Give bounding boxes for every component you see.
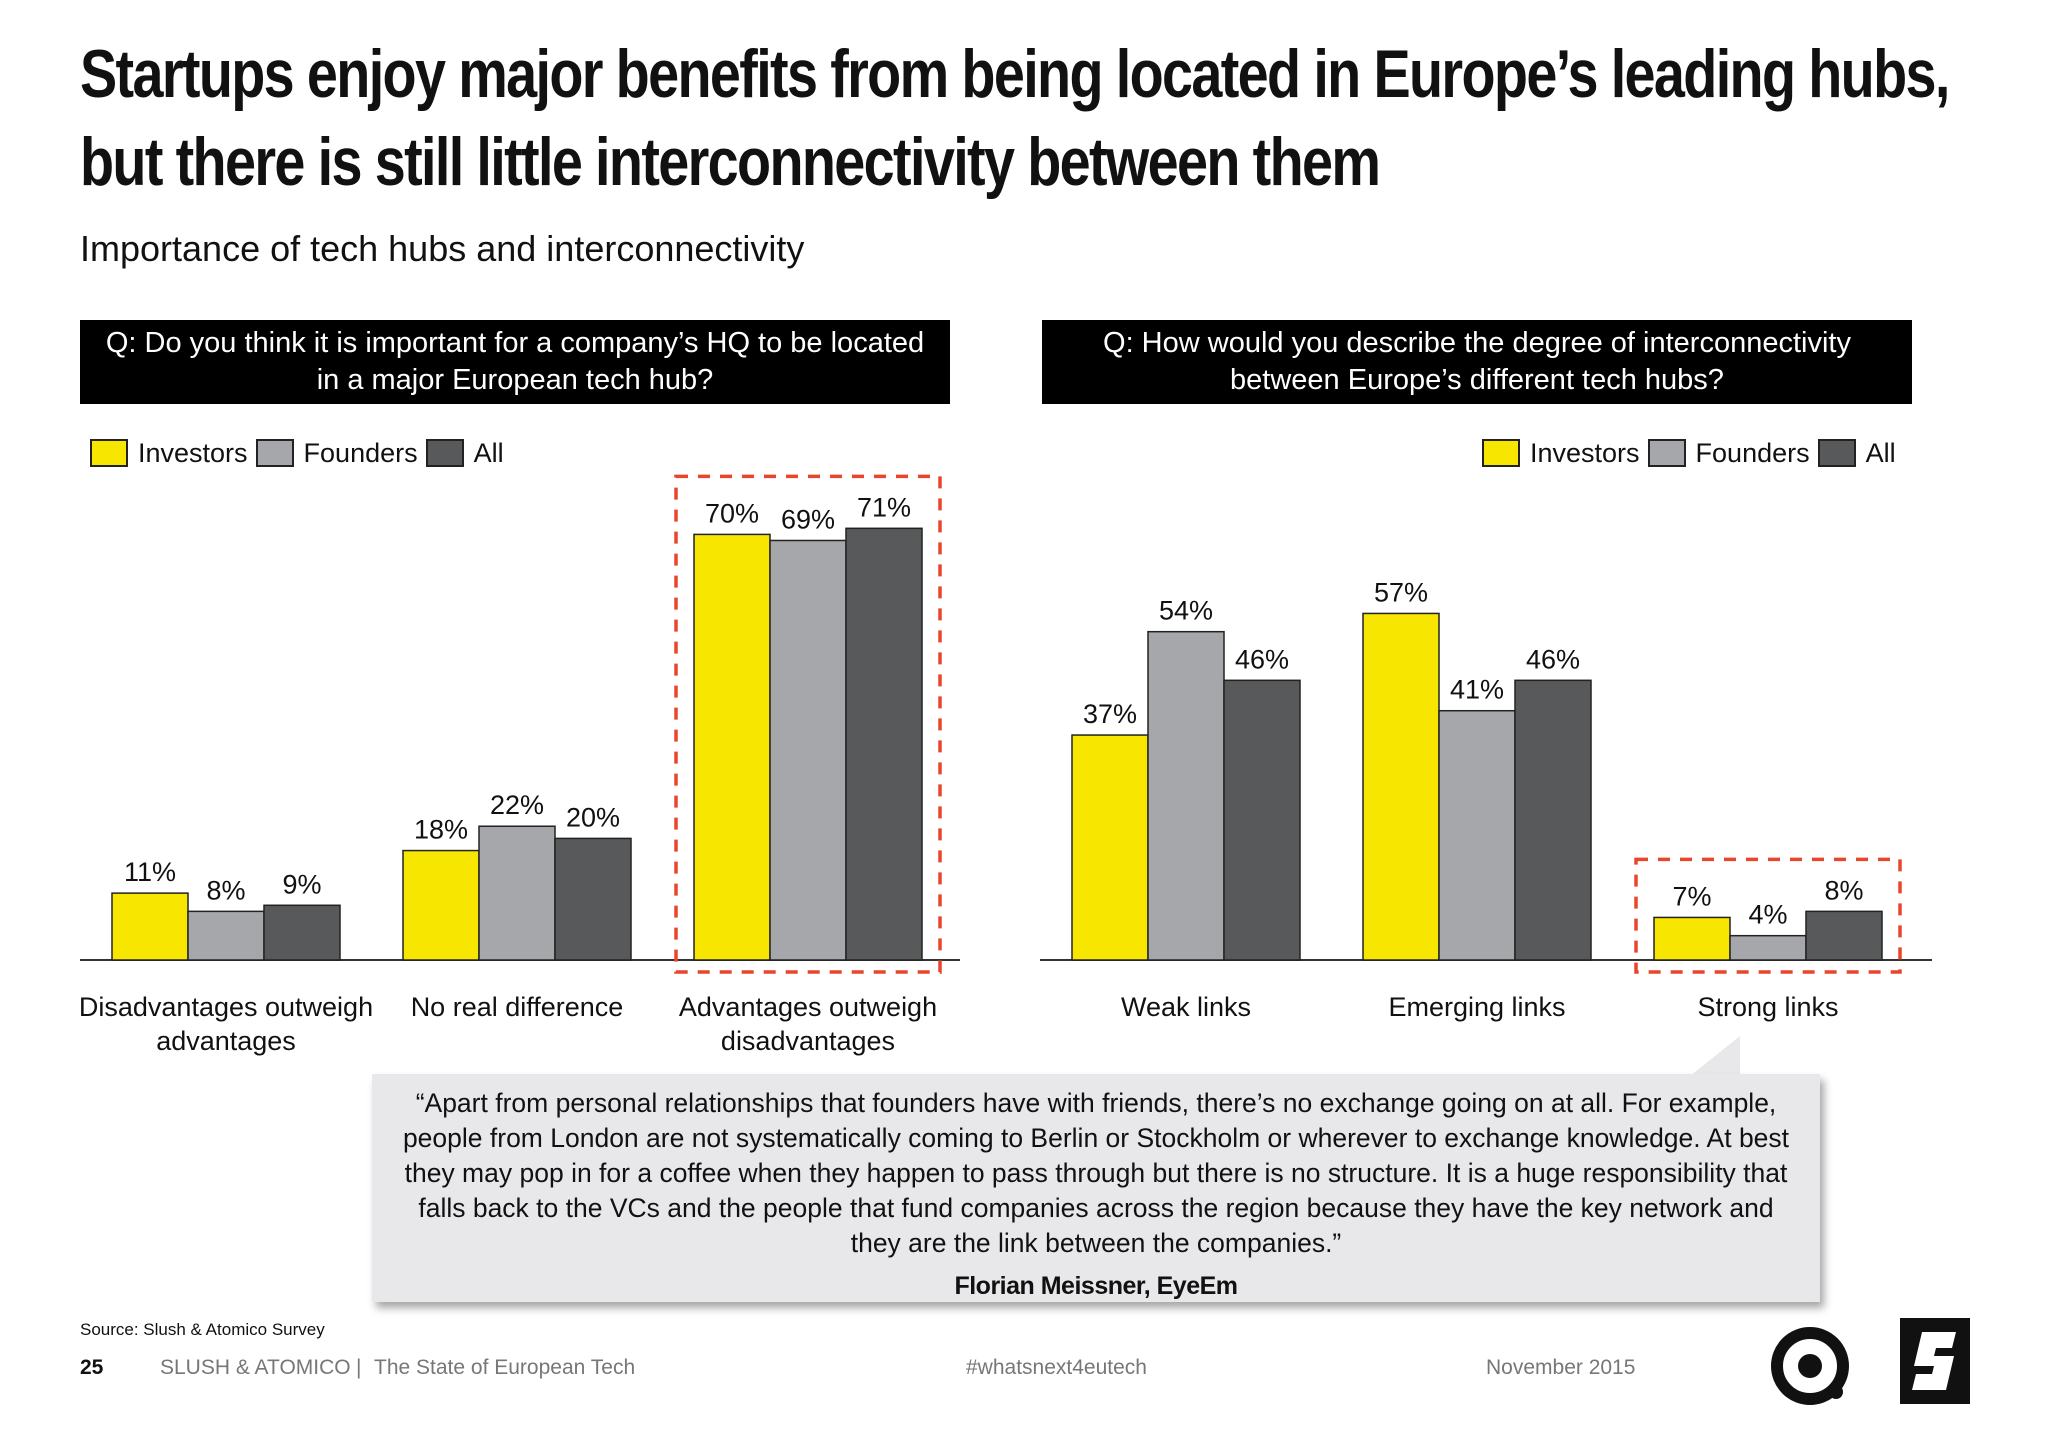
category-label: Disadvantages outweigh — [79, 992, 373, 1022]
data-label: 8% — [1824, 875, 1863, 905]
bar-investors-3 — [1653, 916, 1731, 961]
legend-label-all: All — [1865, 437, 1896, 468]
data-label: 57% — [1374, 577, 1428, 607]
legend-swatch-investors — [90, 439, 128, 467]
data-label: 9% — [282, 869, 321, 899]
legend-item-investors: Investors — [90, 438, 248, 469]
bar-investors-1 — [111, 892, 189, 961]
bar-investors-2 — [402, 849, 480, 961]
highlight-box — [1634, 857, 1902, 974]
data-label: 37% — [1083, 699, 1137, 729]
footer-hashtag: #whatsnext4eutech — [966, 1356, 1147, 1379]
data-label: 18% — [414, 815, 468, 845]
category-label: Advantages outweigh — [679, 992, 937, 1022]
bar-all-2 — [1514, 679, 1592, 961]
bar-founders-1 — [187, 910, 265, 961]
data-label: 7% — [1672, 881, 1711, 911]
source-note: Source: Slush & Atomico Survey — [80, 1320, 325, 1339]
data-label: 22% — [490, 790, 544, 820]
footer-report: The State of European Tech — [374, 1356, 636, 1379]
highlight-box — [674, 474, 942, 974]
page-subtitle: Importance of tech hubs and interconnect… — [80, 228, 805, 269]
quote-text: “Apart from personal relationships that … — [402, 1088, 1790, 1258]
quote-pointer — [1690, 1036, 1740, 1076]
bar-all-3 — [1805, 910, 1883, 961]
category-label: Strong links — [1697, 992, 1838, 1022]
legend-label-founders: Founders — [1695, 437, 1810, 468]
data-label: 70% — [705, 498, 759, 528]
footer-publisher: SLUSH & ATOMICO — [160, 1356, 351, 1379]
data-label: 46% — [1526, 644, 1580, 674]
bar-investors-2 — [1362, 612, 1440, 961]
bar-founders-1 — [1147, 630, 1225, 961]
question-box-left: Q: Do you think it is important for a co… — [80, 320, 950, 404]
page-number: 25 — [80, 1356, 104, 1379]
legend-swatch-investors — [1482, 439, 1520, 467]
bar-investors-1 — [1071, 734, 1149, 961]
page-title: Startups enjoy major benefits from being… — [80, 36, 1950, 200]
category-label: disadvantages — [721, 1026, 895, 1056]
legend-item-all: All — [1817, 437, 1896, 469]
data-label: 71% — [857, 492, 911, 522]
category-label: Weak links — [1121, 992, 1251, 1022]
bar-founders-2 — [478, 825, 556, 961]
data-label: 54% — [1159, 596, 1213, 626]
category-label: advantages — [156, 1026, 296, 1056]
legend-right: Investors Founders All — [1482, 436, 1904, 470]
bar-founders-2 — [1438, 709, 1516, 961]
category-label: No real difference — [411, 992, 624, 1022]
data-label: 69% — [781, 504, 835, 534]
question-left-text: Q: Do you think it is important for a co… — [105, 327, 925, 396]
legend-item-founders: Founders — [1647, 437, 1810, 469]
legend-swatch-all — [425, 439, 464, 467]
footer-separator: | — [356, 1356, 362, 1379]
data-label: 41% — [1450, 675, 1504, 705]
bar-all-1 — [1223, 679, 1301, 961]
data-label: 4% — [1748, 900, 1787, 930]
legend-swatch-all — [1817, 439, 1856, 467]
question-box-right: Q: How would you describe the degree of … — [1042, 320, 1912, 404]
legend-label-investors: Investors — [1530, 437, 1640, 468]
legend-label-all: All — [473, 437, 504, 468]
legend-item-founders: Founders — [255, 437, 418, 469]
bar-founders-3 — [1729, 934, 1807, 961]
quote-box: “Apart from personal relationships that … — [372, 1074, 1820, 1302]
data-label: 46% — [1235, 644, 1289, 674]
quote-attribution: Florian Meissner, EyeEm — [954, 1272, 1238, 1300]
bar-all-3 — [845, 527, 923, 961]
bar-investors-3 — [693, 533, 771, 961]
legend-left: Investors Founders All — [90, 436, 512, 470]
bar-all-1 — [263, 904, 341, 961]
legend-swatch-founders — [255, 439, 294, 467]
question-right-text: Q: How would you describe the degree of … — [1103, 327, 1851, 396]
atomico-logo — [1771, 1327, 1849, 1405]
chart-right: 37% 54% 46% Weak links 57% 41% 46% Emerging lin… — [1040, 577, 1932, 1022]
slush-logo — [1900, 1318, 1970, 1404]
chart-left: 11% 8% 9% Disadvantages outweigh advantages 1… — [79, 474, 960, 1056]
category-label: Emerging links — [1388, 992, 1565, 1022]
data-label: 11% — [124, 857, 176, 887]
legend-label-founders: Founders — [303, 437, 418, 468]
data-label: 20% — [566, 802, 620, 832]
legend-item-investors: Investors — [1482, 438, 1640, 469]
footer-date: November 2015 — [1486, 1356, 1636, 1379]
data-label: 8% — [206, 875, 245, 905]
bar-all-2 — [554, 837, 632, 961]
bar-founders-3 — [769, 539, 847, 961]
legend-item-all: All — [425, 437, 504, 469]
legend-label-investors: Investors — [138, 437, 248, 468]
legend-swatch-founders — [1647, 439, 1686, 467]
